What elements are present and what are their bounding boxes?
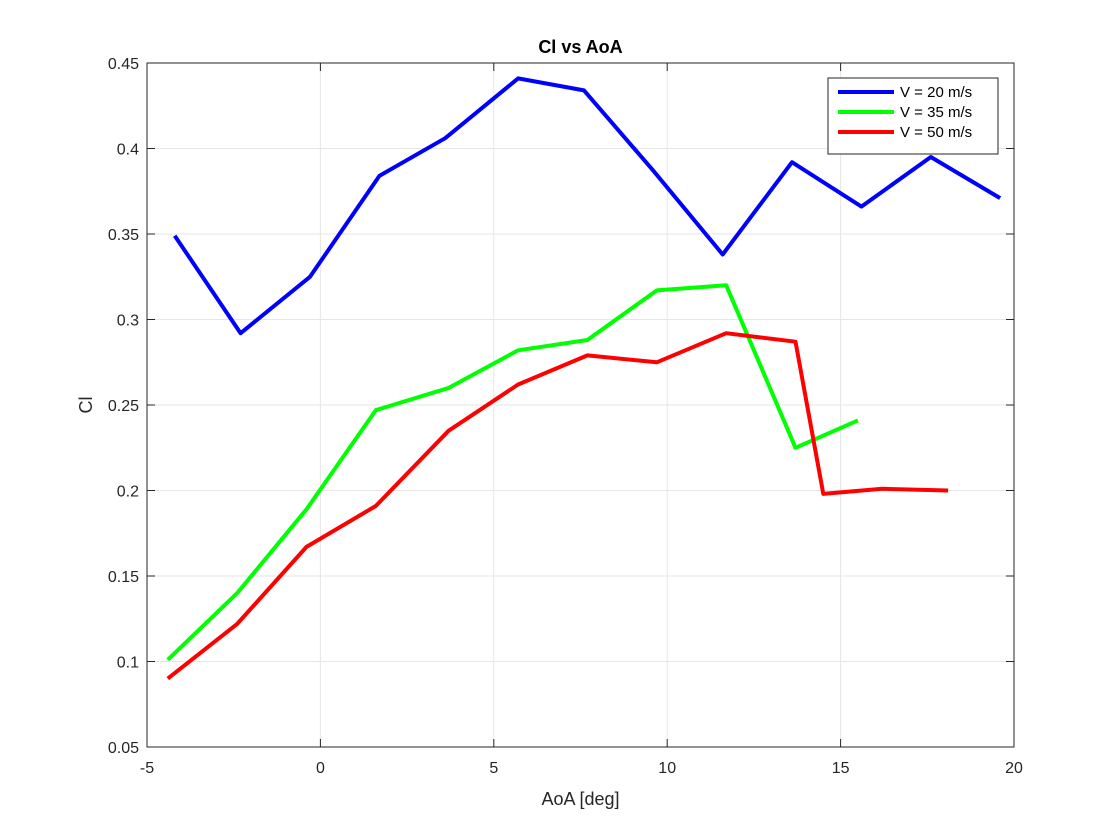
x-tick-label: 0	[316, 760, 325, 777]
chart-title: Cl vs AoA	[538, 37, 622, 57]
x-tick-label: 15	[832, 760, 850, 777]
grid	[146, 62, 1015, 748]
axis-ticks: -5 0 5 10 15 20 0.05 0.1 0.15 0.2 0.25 0.3 0.35 0.4 0.…	[108, 56, 1023, 777]
x-axis-label: AoA [deg]	[541, 789, 619, 809]
y-tick-label: 0.45	[108, 56, 139, 73]
x-tick-label: 20	[1005, 760, 1023, 777]
y-tick-label: 0.1	[117, 655, 139, 672]
series-line-2	[166, 283, 859, 662]
legend-label: V = 35 m/s	[900, 104, 972, 121]
series-line-1	[173, 76, 1002, 336]
y-tick-label: 0.25	[108, 398, 139, 415]
x-tick-label: 5	[489, 760, 498, 777]
x-tick-label: 10	[658, 760, 676, 777]
y-axis-label: Cl	[76, 397, 96, 414]
legend-label: V = 20 m/s	[900, 84, 972, 101]
y-tick-label: 0.3	[117, 313, 139, 330]
y-tick-label: 0.4	[117, 142, 139, 159]
series-lines	[166, 76, 1002, 681]
y-tick-label: 0.05	[108, 740, 139, 757]
y-tick-label: 0.15	[108, 569, 139, 586]
legend: V = 20 m/s V = 35 m/s V = 50 m/s	[827, 77, 999, 155]
x-tick-label: -5	[140, 760, 154, 777]
legend-label: V = 50 m/s	[900, 124, 972, 141]
y-tick-label: 0.35	[108, 227, 139, 244]
y-tick-label: 0.2	[117, 484, 139, 501]
series-line-3	[166, 331, 949, 681]
